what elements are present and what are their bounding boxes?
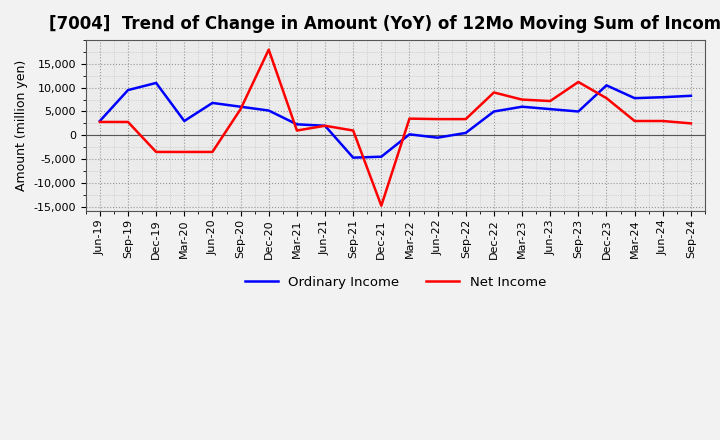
Ordinary Income <box>518 104 526 110</box>
Ordinary Income <box>405 132 414 137</box>
Net Income <box>124 119 132 125</box>
Net Income <box>462 117 470 122</box>
Ordinary Income <box>152 80 161 85</box>
Ordinary Income <box>546 106 554 112</box>
Ordinary Income <box>490 109 498 114</box>
Net Income <box>236 106 245 112</box>
Net Income <box>546 99 554 104</box>
Ordinary Income <box>320 123 329 128</box>
Ordinary Income <box>208 100 217 106</box>
Net Income <box>377 203 386 209</box>
Ordinary Income <box>292 122 301 127</box>
Net Income <box>574 79 582 84</box>
Net Income <box>687 121 696 126</box>
Line: Ordinary Income: Ordinary Income <box>100 83 691 158</box>
Net Income <box>152 149 161 154</box>
Net Income <box>292 128 301 133</box>
Net Income <box>264 47 273 52</box>
Net Income <box>208 149 217 154</box>
Ordinary Income <box>462 130 470 136</box>
Ordinary Income <box>349 155 358 160</box>
Net Income <box>96 119 104 125</box>
Title: [7004]  Trend of Change in Amount (YoY) of 12Mo Moving Sum of Incomes: [7004] Trend of Change in Amount (YoY) o… <box>49 15 720 33</box>
Ordinary Income <box>96 118 104 124</box>
Net Income <box>433 117 442 122</box>
Ordinary Income <box>602 83 611 88</box>
Ordinary Income <box>574 109 582 114</box>
Net Income <box>659 118 667 124</box>
Net Income <box>180 149 189 154</box>
Net Income <box>405 116 414 121</box>
Legend: Ordinary Income, Net Income: Ordinary Income, Net Income <box>240 270 551 294</box>
Ordinary Income <box>433 135 442 140</box>
Line: Net Income: Net Income <box>100 50 691 206</box>
Net Income <box>490 90 498 95</box>
Ordinary Income <box>659 95 667 100</box>
Ordinary Income <box>630 95 639 101</box>
Net Income <box>518 97 526 102</box>
Ordinary Income <box>124 88 132 93</box>
Ordinary Income <box>377 154 386 159</box>
Ordinary Income <box>180 118 189 124</box>
Ordinary Income <box>687 93 696 99</box>
Net Income <box>602 95 611 101</box>
Ordinary Income <box>264 108 273 113</box>
Ordinary Income <box>236 104 245 110</box>
Net Income <box>320 123 329 128</box>
Net Income <box>349 128 358 133</box>
Y-axis label: Amount (million yen): Amount (million yen) <box>15 60 28 191</box>
Net Income <box>630 118 639 124</box>
